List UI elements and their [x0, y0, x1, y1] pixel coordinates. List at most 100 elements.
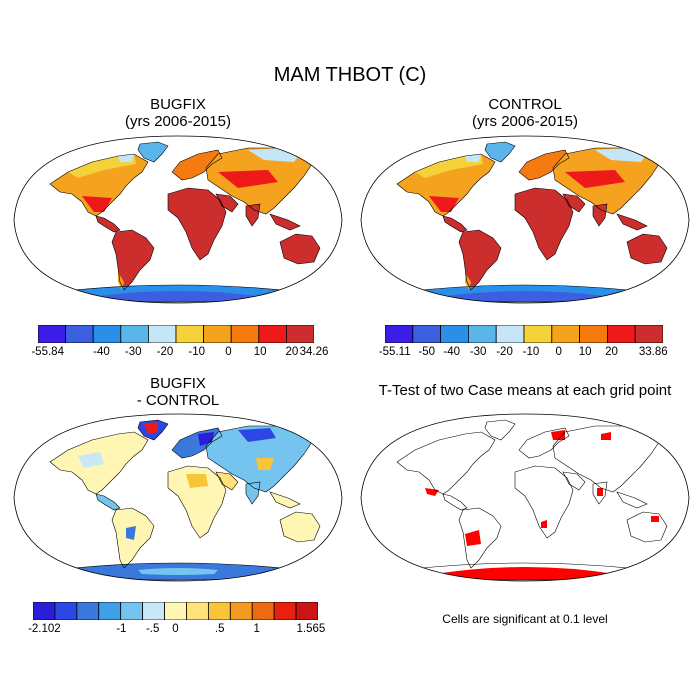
ttest-map	[360, 413, 690, 582]
coastline-india	[592, 481, 608, 505]
difference-colorbar-box	[142, 601, 165, 621]
bugfix-colorbar-label: -55.84	[31, 346, 64, 358]
difference-colorbar-box	[98, 601, 122, 621]
coastline-se-asia	[616, 213, 648, 231]
control-colorbar-label: 0	[555, 346, 562, 358]
difference-colorbar-box	[54, 601, 78, 621]
north-america-cold-north	[68, 154, 136, 178]
coastline-australia	[279, 233, 321, 265]
bugfix-colorbar-box	[92, 324, 122, 344]
land-australia	[627, 234, 667, 264]
land-central-america	[96, 216, 120, 232]
bugfix-colorbar-label: -20	[156, 346, 174, 358]
land-india	[593, 204, 607, 226]
difference-colorbar-box	[295, 601, 319, 621]
land-greenland	[485, 420, 515, 440]
bugfix-colorbar-box	[175, 324, 205, 344]
antarctica-deep	[445, 291, 605, 302]
land-europe	[172, 150, 222, 180]
control-colorbar: -55.11 -50 -40 -30 -20 -10 0 10 20 33.86	[379, 324, 668, 369]
control-colorbar-label: -10	[522, 346, 540, 358]
map-land-group	[394, 419, 668, 581]
coastline-greenland	[484, 419, 516, 441]
bugfix-colorbar-box	[258, 324, 287, 344]
coastline-greenland	[137, 141, 169, 163]
map-border	[360, 135, 690, 304]
coastline-australia	[626, 233, 668, 265]
land-africa	[515, 466, 573, 538]
coastline-europe	[171, 427, 223, 459]
land-europe	[519, 150, 569, 180]
land-africa	[168, 466, 226, 538]
sig-south-america	[465, 530, 481, 546]
bugfix-colorbar-box	[285, 324, 315, 344]
sig-africa	[541, 520, 547, 528]
coastline-asia	[205, 425, 313, 493]
control-colorbar-label: -40	[443, 346, 461, 358]
coastline-south-america	[458, 229, 502, 291]
control-colorbar-box	[551, 324, 581, 344]
bugfix-colorbar-label: 34.26	[299, 346, 329, 358]
land-central-america	[443, 494, 467, 510]
land-asia	[553, 426, 659, 492]
control-colorbar-boxes	[384, 324, 664, 344]
difference-colorbar-label: 1.565	[296, 623, 326, 635]
antarctica-warm	[138, 568, 218, 575]
bugfix-colorbar-box	[230, 324, 260, 344]
bugfix-colorbar-label: -10	[188, 346, 205, 358]
control-colorbar-box	[579, 324, 608, 344]
coastline-north-america	[49, 153, 149, 217]
control-colorbar-box	[634, 324, 664, 344]
coastline-se-asia	[616, 491, 648, 509]
difference-colorbar-box	[229, 601, 253, 621]
bugfix-colorbar-label: 20	[285, 346, 299, 358]
land-se-asia	[617, 214, 647, 230]
coastline-se-asia	[269, 491, 301, 509]
europe-cold-core	[198, 432, 214, 446]
coastline-africa	[167, 187, 227, 261]
control-colorbar-box	[523, 324, 553, 344]
coastline-asia	[552, 147, 660, 215]
difference-colorbar-label: 1	[253, 623, 260, 635]
difference-colorbar-box	[251, 601, 275, 621]
difference-colorbar-label: -2.102	[28, 623, 61, 635]
bugfix-map	[13, 135, 343, 304]
n-america-cool	[78, 452, 104, 468]
coastline-asia	[552, 425, 660, 493]
sig-north-europe	[551, 430, 565, 440]
map-border	[13, 135, 343, 304]
control-colorbar-box	[606, 324, 636, 344]
coastline-south-america	[111, 507, 155, 569]
africa-warm	[186, 474, 208, 488]
control-colorbar-label: -50	[418, 346, 435, 358]
asia-warm	[256, 458, 274, 470]
bugfix-colorbar-box	[37, 324, 67, 344]
land-greenland	[138, 142, 168, 162]
difference-title-line1: BUGFIX	[150, 375, 206, 392]
bugfix-colorbar-box	[65, 324, 94, 344]
control-colorbar-label: 20	[605, 346, 618, 358]
coastline-south-america	[458, 507, 502, 569]
sig-australia	[651, 516, 659, 522]
figure-title: MAM THBOT (C)	[273, 64, 427, 86]
bugfix-colorbar: -55.84 -40 -30 -20 -10 0 10 20 34.26	[31, 324, 328, 369]
land-australia	[280, 234, 320, 264]
map-land-group	[394, 141, 668, 303]
sig-antarctica	[435, 567, 615, 580]
control-colorbar-box	[440, 324, 469, 344]
central-asia-warm	[565, 170, 625, 188]
coastline-north-america	[49, 431, 149, 495]
bugfix-colorbar-label: -30	[124, 346, 142, 358]
land-se-asia	[270, 214, 300, 230]
bugfix-title-line1: BUGFIX	[150, 96, 206, 113]
north-america-cold-north	[415, 154, 483, 178]
difference-colorbar-box	[186, 601, 209, 621]
map-land-group	[47, 419, 321, 581]
coastline-greenland	[484, 141, 516, 163]
north-america-south-hot	[429, 196, 459, 212]
control-panel-title: CONTROL (yrs 2006-2015)	[425, 96, 625, 130]
control-colorbar-label: 10	[578, 346, 592, 358]
coastline-central-america	[95, 215, 121, 233]
map-border	[360, 413, 690, 582]
land-south-america	[459, 230, 501, 290]
